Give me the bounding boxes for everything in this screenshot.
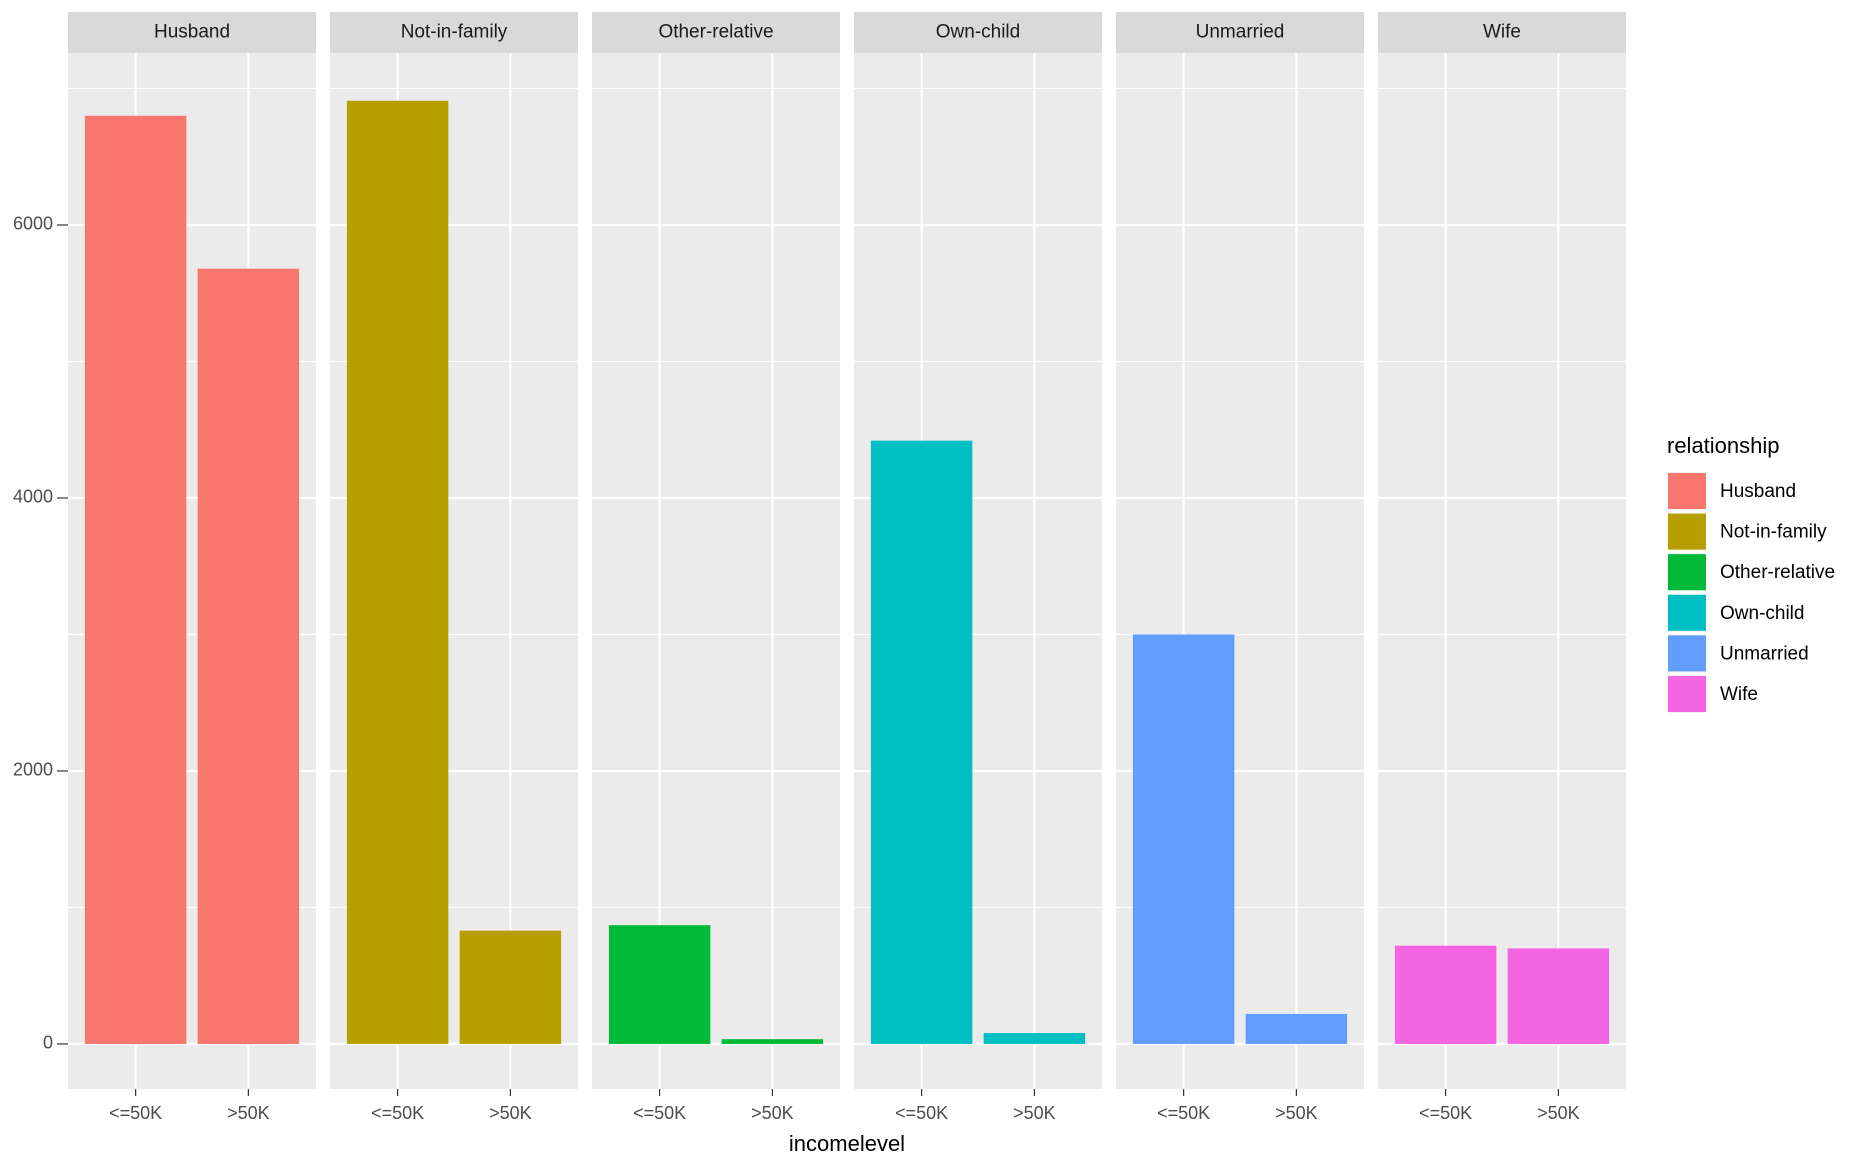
- x-tick-label: >50K: [489, 1103, 532, 1123]
- y-tick-label: 4000: [13, 487, 53, 507]
- x-tick-label: <=50K: [371, 1103, 424, 1123]
- strip: [68, 12, 316, 53]
- bar: [983, 1033, 1086, 1044]
- bar: [870, 440, 973, 1044]
- strip-label: Wife: [1483, 22, 1521, 43]
- legend-label: Wife: [1720, 684, 1758, 705]
- x-tick-label: <=50K: [1157, 1103, 1210, 1123]
- bar: [1132, 634, 1235, 1044]
- x-tick-label: <=50K: [109, 1103, 162, 1123]
- strip: [592, 12, 840, 53]
- legend-label: Husband: [1720, 481, 1796, 502]
- bar: [197, 268, 300, 1044]
- legend-title: relationship: [1667, 433, 1780, 458]
- bar: [608, 925, 711, 1044]
- x-tick-label: <=50K: [895, 1103, 948, 1123]
- x-axis-title: incomelevel: [789, 1131, 905, 1156]
- x-tick-label: <=50K: [1419, 1103, 1472, 1123]
- bar: [459, 930, 562, 1044]
- strip-label: Husband: [154, 22, 230, 43]
- x-tick-label: <=50K: [633, 1103, 686, 1123]
- strip: [854, 12, 1102, 53]
- x-tick-label: >50K: [1275, 1103, 1318, 1123]
- legend-swatch: [1668, 554, 1706, 591]
- strip-label: Other-relative: [658, 22, 773, 43]
- bar: [1394, 945, 1497, 1044]
- legend-label: Other-relative: [1720, 562, 1835, 583]
- strip-label: Not-in-family: [401, 22, 508, 43]
- y-tick-label: 2000: [13, 760, 53, 780]
- bar: [346, 100, 449, 1044]
- strip: [1116, 12, 1364, 53]
- panel-background: [1378, 53, 1626, 1089]
- strip-label: Unmarried: [1196, 22, 1285, 43]
- strip-label: Own-child: [936, 22, 1020, 43]
- bar: [721, 1039, 824, 1044]
- y-tick-label: 6000: [13, 214, 53, 234]
- legend-swatch: [1668, 676, 1706, 712]
- legend-swatch: [1668, 594, 1706, 631]
- y-tick-label: 0: [43, 1033, 53, 1053]
- legend-swatch: [1668, 513, 1706, 550]
- x-tick-label: >50K: [1537, 1103, 1580, 1123]
- legend-swatch: [1668, 473, 1706, 509]
- strip: [1378, 12, 1626, 53]
- bar: [1507, 948, 1610, 1044]
- strip: [330, 12, 578, 53]
- legend-label: Unmarried: [1720, 643, 1809, 664]
- bar: [84, 115, 187, 1044]
- bar: [1245, 1013, 1348, 1044]
- x-tick-label: >50K: [1013, 1103, 1056, 1123]
- legend-swatch: [1668, 635, 1706, 672]
- legend-label: Not-in-family: [1720, 522, 1827, 543]
- x-tick-label: >50K: [227, 1103, 270, 1123]
- legend-label: Own-child: [1720, 603, 1804, 624]
- x-tick-label: >50K: [751, 1103, 794, 1123]
